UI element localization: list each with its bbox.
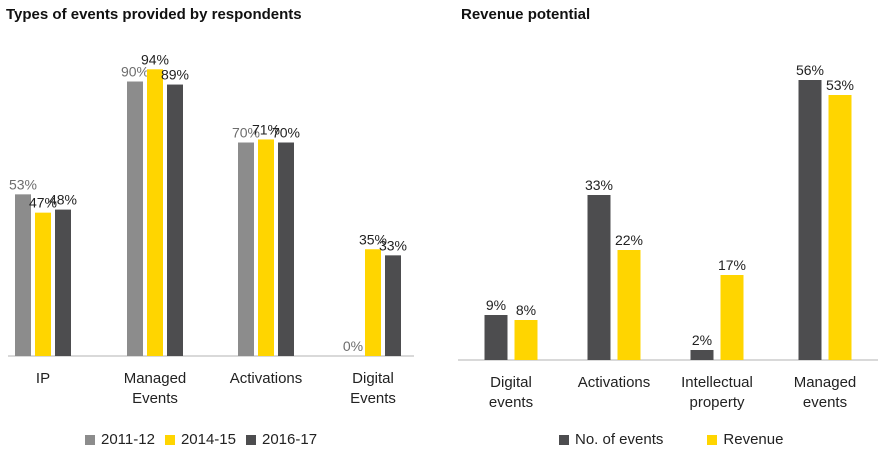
data-label-activations-2016-17: 70%: [272, 125, 300, 141]
category-label-digital-events: Digital events: [489, 374, 533, 411]
data-label-ip-2011-12: 53%: [9, 176, 37, 192]
legend-swatch-no-of-events: [559, 434, 569, 445]
bar-managed-events-no-of-events: [798, 80, 822, 360]
category-label-line: property: [689, 394, 745, 411]
data-label-digital-events-2014-15: 35%: [359, 231, 387, 247]
data-label-digital-events-2011-12: 0%: [343, 338, 363, 354]
legend-swatch-2011-12: [85, 434, 95, 445]
bar-ip-2014-15: [35, 212, 51, 356]
data-label-managed-events-no-of-events: 56%: [796, 62, 824, 78]
data-label-activations-2011-12: 70%: [232, 125, 260, 141]
category-label-line: events: [803, 394, 847, 411]
category-label-intellectual-property: Intellectual property: [681, 374, 753, 411]
category-label-line: Digital: [352, 370, 394, 387]
category-label-managed-events: Managed Events: [124, 370, 187, 407]
legend-swatch-revenue: [707, 434, 718, 445]
data-label-ip-2016-17: 48%: [49, 192, 77, 208]
bar-digital-events-revenue: [514, 320, 538, 360]
legend-types-of-events: 2011-12 2014-15 2016-17: [85, 431, 327, 448]
category-label-managed-events: Managed events: [794, 374, 857, 411]
bar-activations-2016-17: [278, 142, 294, 356]
category-label-line: events: [489, 394, 533, 411]
category-label-line: Activations: [230, 370, 303, 387]
legend-label-2016-17: 2016-17: [262, 431, 318, 448]
legend-label-2011-12: 2011-12: [101, 431, 155, 448]
bar-activations-no-of-events: [587, 195, 611, 360]
category-label-line: IP: [36, 370, 50, 387]
legend-label-no-of-events: No. of events: [575, 431, 664, 448]
category-label-line: Managed: [124, 370, 187, 387]
category-label-line: Events: [132, 390, 178, 407]
legend-label-2014-15: 2014-15: [180, 431, 236, 448]
bar-managed-events-2016-17: [167, 84, 183, 357]
bar-managed-events-2011-12: [127, 81, 143, 356]
bar-ip-2011-12: [15, 194, 31, 356]
data-label-managed-events-2011-12: 90%: [121, 64, 149, 80]
category-label-line: Events: [350, 390, 396, 407]
legend-item-no-of-events: No. of events: [559, 431, 663, 448]
bar-ip-2016-17: [55, 209, 71, 356]
data-label-digital-events-2016-17: 33%: [379, 237, 407, 253]
legend-item-2016-17: 2016-17: [246, 431, 317, 448]
legend-item-2014-15: 2014-15: [164, 431, 236, 448]
data-label-digital-events-no-of-events: 9%: [486, 297, 506, 313]
legend-swatch-2016-17: [246, 434, 256, 445]
chart-title-revenue-potential: Revenue potential: [461, 6, 591, 23]
category-label-digital-events: Digital Events: [350, 370, 396, 407]
data-label-managed-events-2014-15: 94%: [141, 51, 169, 67]
chart-title-types-of-events: Types of events provided by respondents: [6, 6, 302, 23]
legend-revenue-potential: No. of events Revenue: [559, 431, 827, 448]
category-label-activations: Activations: [578, 374, 651, 391]
bar-digital-events-2016-17: [385, 255, 401, 356]
data-label-ip-2014-15: 47%: [29, 195, 57, 211]
bar-intellectual-property-revenue: [720, 275, 744, 360]
bar-activations-2011-12: [238, 142, 254, 356]
bar-activations-revenue: [617, 250, 641, 360]
legend-item-revenue: Revenue: [707, 431, 783, 448]
data-label-intellectual-property-no-of-events: 2%: [692, 332, 712, 348]
data-label-managed-events-revenue: 53%: [826, 77, 854, 93]
category-label-line: Digital: [490, 374, 532, 391]
category-label-activations: Activations: [230, 370, 303, 387]
data-label-intellectual-property-revenue: 17%: [718, 257, 746, 273]
category-label-ip: IP: [36, 370, 50, 387]
bar-activations-2014-15: [258, 139, 274, 356]
bar-digital-events-2014-15: [365, 249, 381, 356]
data-label-activations-revenue: 22%: [615, 232, 643, 248]
legend-label-revenue: Revenue: [723, 431, 784, 448]
legend-item-2011-12: 2011-12: [85, 431, 155, 448]
legend-swatch-2014-15: [164, 434, 175, 445]
data-label-digital-events-revenue: 8%: [516, 302, 536, 318]
category-label-line: Activations: [578, 374, 651, 391]
bar-managed-events-2014-15: [147, 69, 163, 357]
category-label-line: Intellectual: [681, 374, 753, 391]
bar-intellectual-property-no-of-events: [690, 350, 714, 360]
data-label-activations-2014-15: 71%: [252, 121, 280, 137]
category-label-line: Managed: [794, 374, 857, 391]
data-label-managed-events-2016-17: 89%: [161, 67, 189, 83]
bar-managed-events-revenue: [828, 95, 852, 360]
data-label-activations-no-of-events: 33%: [585, 177, 613, 193]
bar-digital-events-no-of-events: [484, 315, 508, 360]
